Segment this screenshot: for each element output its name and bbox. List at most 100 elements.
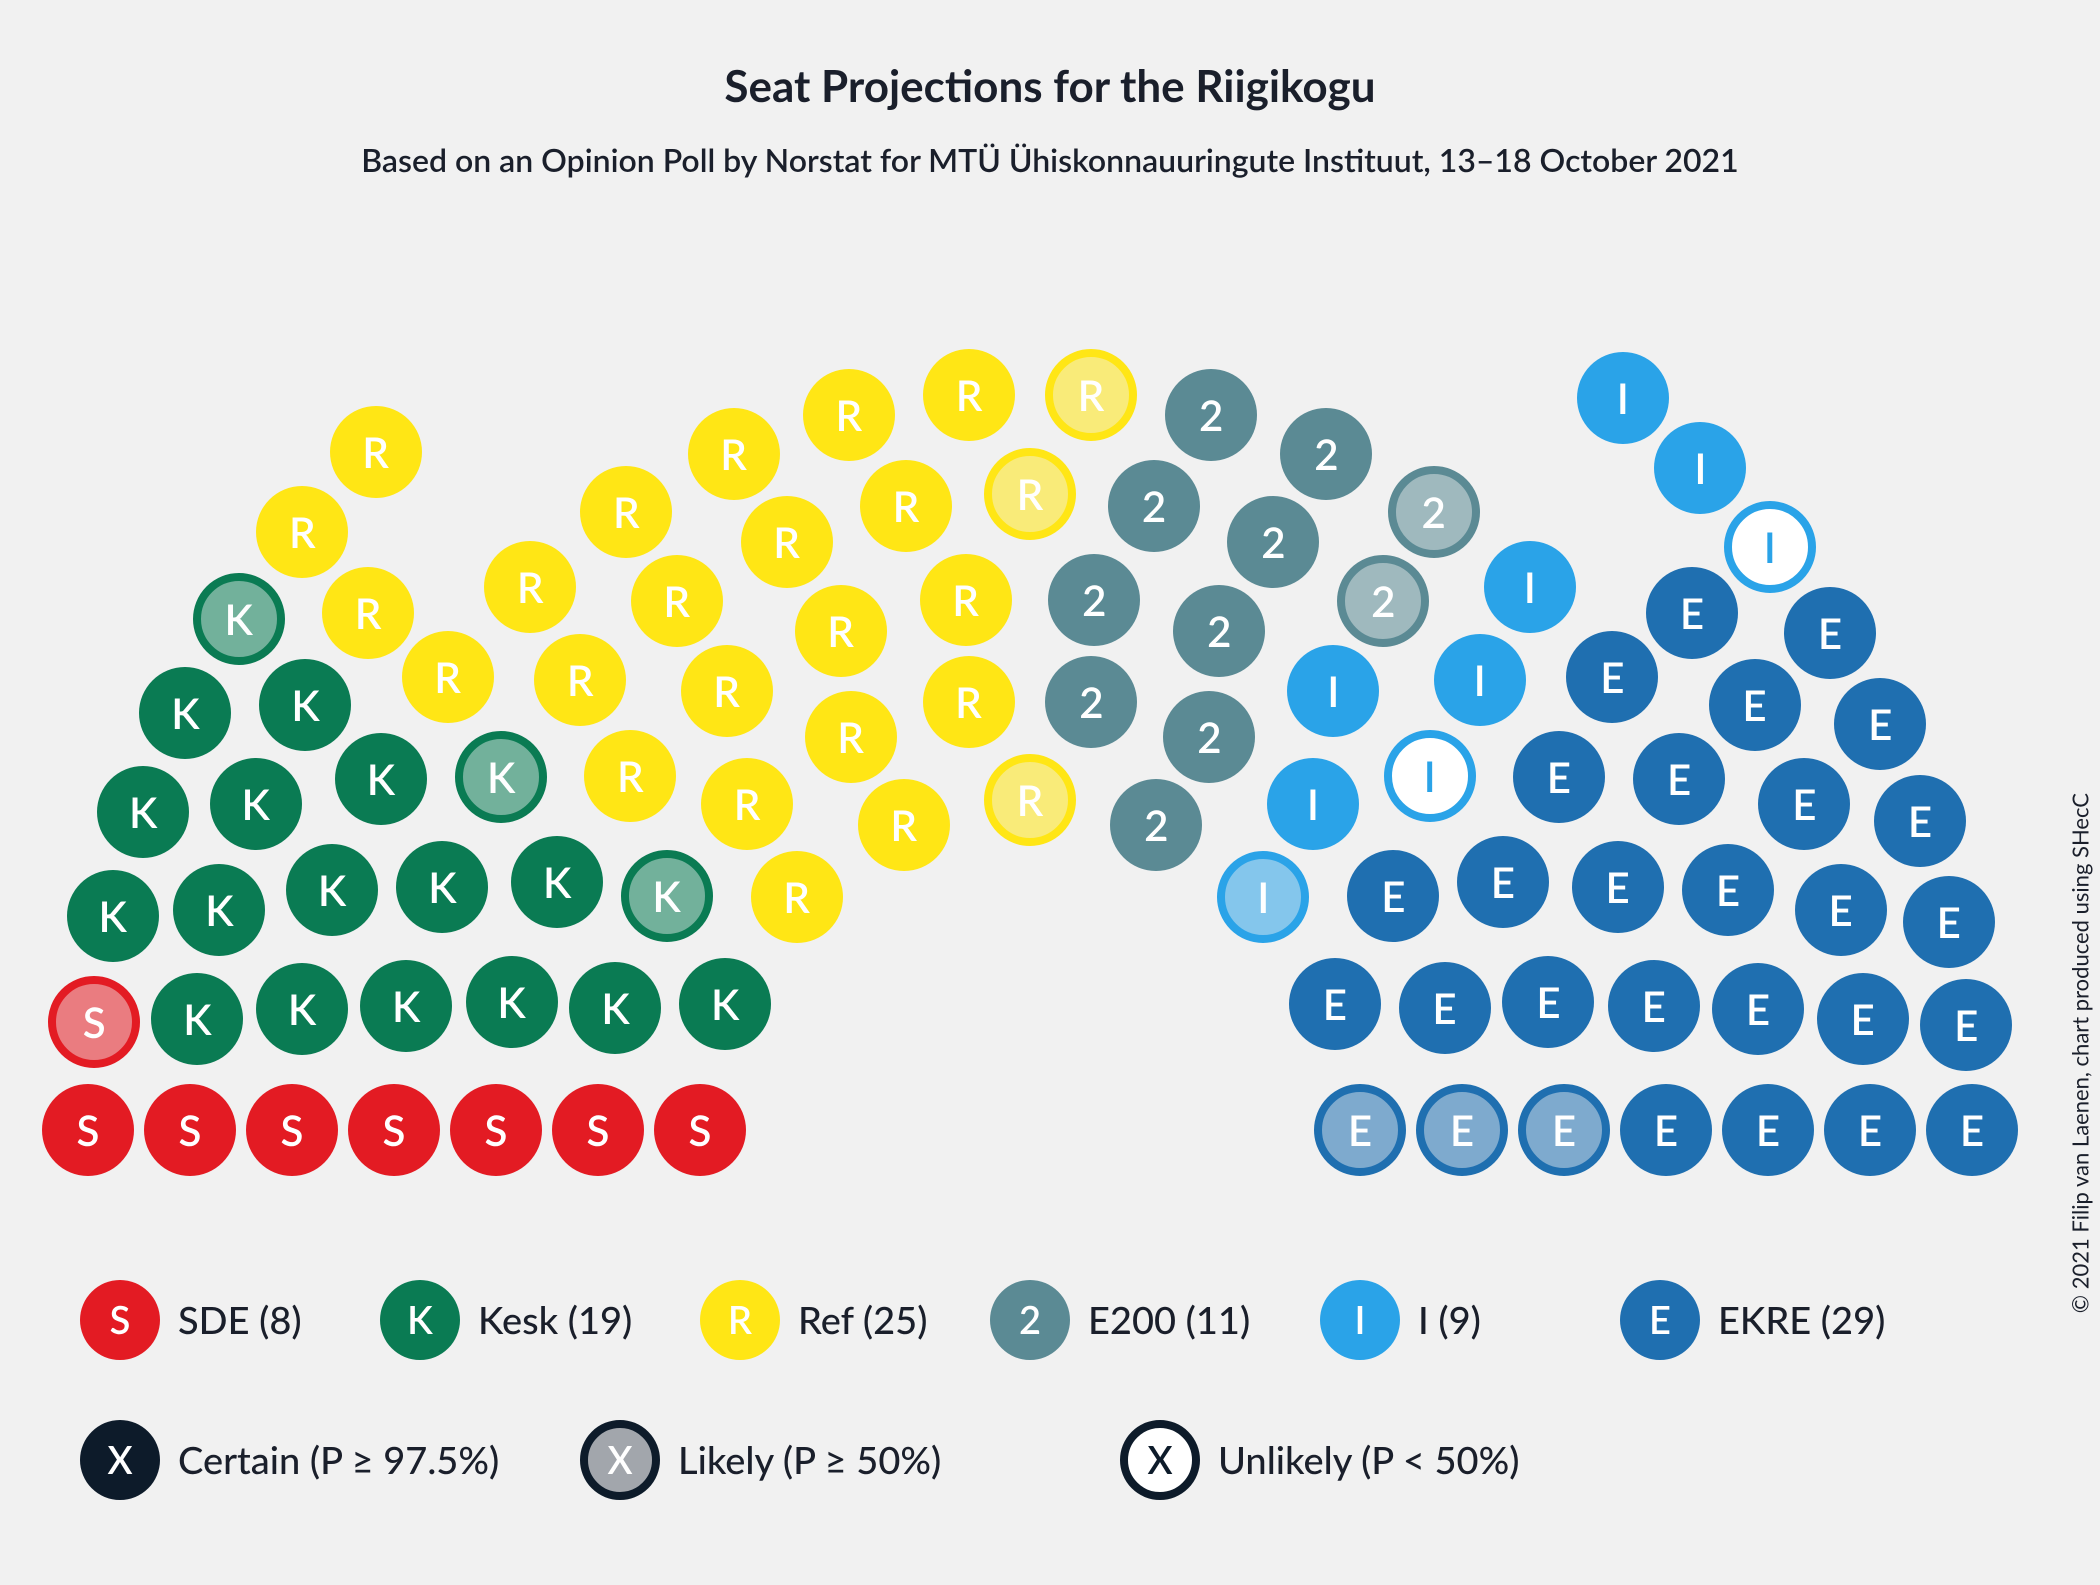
legend-prob: XCertain (P ≥ 97.5%) xyxy=(80,1420,499,1500)
seat: R xyxy=(923,349,1015,441)
seat: K xyxy=(621,850,713,942)
legend-prob-dot: X xyxy=(1120,1420,1200,1500)
seat: 2 xyxy=(1048,554,1140,646)
legend-prob-label: Unlikely (P < 50%) xyxy=(1218,1437,1519,1483)
seat: K xyxy=(679,958,771,1050)
seat: R xyxy=(858,779,950,871)
legend-label: Kesk (19) xyxy=(478,1297,632,1343)
seat: E xyxy=(1874,775,1966,867)
legend-dot: I xyxy=(1320,1280,1400,1360)
seat: R xyxy=(580,466,672,558)
seat: 2 xyxy=(1227,496,1319,588)
legend-party: RRef (25) xyxy=(700,1280,927,1360)
seat: E xyxy=(1824,1084,1916,1176)
seat: R xyxy=(923,656,1015,748)
seat: K xyxy=(151,973,243,1065)
seat: K xyxy=(67,870,159,962)
seat: E xyxy=(1289,958,1381,1050)
seat: R xyxy=(1045,349,1137,441)
legend-label: I (9) xyxy=(1418,1297,1481,1343)
seat: K xyxy=(173,864,265,956)
seat: E xyxy=(1722,1084,1814,1176)
seat: E xyxy=(1682,844,1774,936)
seat: R xyxy=(402,631,494,723)
seat: S xyxy=(144,1084,236,1176)
seat: I xyxy=(1384,730,1476,822)
legend-prob-label: Likely (P ≥ 50%) xyxy=(678,1437,941,1483)
seat: R xyxy=(534,634,626,726)
seat: E xyxy=(1709,659,1801,751)
seat: K xyxy=(97,766,189,858)
seat: R xyxy=(860,460,952,552)
seat: E xyxy=(1926,1084,2018,1176)
seat: E xyxy=(1817,973,1909,1065)
seat: K xyxy=(256,963,348,1055)
legend-label: E200 (11) xyxy=(1088,1297,1250,1343)
seat: S xyxy=(450,1084,542,1176)
seat: S xyxy=(246,1084,338,1176)
legend-dot: K xyxy=(380,1280,460,1360)
seat: S xyxy=(348,1084,440,1176)
seat: 2 xyxy=(1337,555,1429,647)
seat: E xyxy=(1834,678,1926,770)
seat: E xyxy=(1784,587,1876,679)
seat: K xyxy=(455,731,547,823)
seat: 2 xyxy=(1163,691,1255,783)
seat: R xyxy=(920,554,1012,646)
seat: K xyxy=(139,667,231,759)
seat: R xyxy=(741,496,833,588)
seat: K xyxy=(360,960,452,1052)
seat: I xyxy=(1267,758,1359,850)
legend-party: S SDE (8) xyxy=(80,1280,302,1360)
legend-prob: X Unlikely (P < 50%) xyxy=(1120,1420,1519,1500)
seat: S xyxy=(552,1084,644,1176)
seat: E xyxy=(1572,841,1664,933)
legend-party: K Kesk (19) xyxy=(380,1280,632,1360)
seat: K xyxy=(396,841,488,933)
seat: R xyxy=(584,730,676,822)
seat: K xyxy=(259,659,351,751)
seat: K xyxy=(193,573,285,665)
seat: K xyxy=(569,962,661,1054)
seat: 2 xyxy=(1165,369,1257,461)
seat: E xyxy=(1608,960,1700,1052)
seat: 2 xyxy=(1388,466,1480,558)
seat: E xyxy=(1903,876,1995,968)
seat: E xyxy=(1795,864,1887,956)
seat: 2 xyxy=(1110,779,1202,871)
seat: 2 xyxy=(1280,408,1372,500)
legend-label: SDE (8) xyxy=(178,1297,302,1343)
seat: E xyxy=(1566,631,1658,723)
seat: I xyxy=(1217,851,1309,943)
seat: E xyxy=(1416,1084,1508,1176)
legend-prob: X Likely (P ≥ 50%) xyxy=(580,1420,941,1500)
seat: E xyxy=(1314,1084,1406,1176)
seat: E xyxy=(1518,1084,1610,1176)
credit-text: © 2021 Filip van Laenen, chart produced … xyxy=(2067,793,2094,1313)
page-title: Seat Projections for the Riigikogu xyxy=(0,60,2100,112)
seat: E xyxy=(1633,733,1725,825)
seat: E xyxy=(1712,963,1804,1055)
legend-label: Ref (25) xyxy=(798,1297,927,1343)
seat: I xyxy=(1577,352,1669,444)
seat: I xyxy=(1434,634,1526,726)
seat: K xyxy=(286,844,378,936)
seat: I xyxy=(1287,645,1379,737)
seat: R xyxy=(803,369,895,461)
legend-prob-dot: X xyxy=(80,1420,160,1500)
legend-prob-dot: X xyxy=(580,1420,660,1500)
seat: R xyxy=(631,555,723,647)
seat: K xyxy=(466,956,558,1048)
seat: 2 xyxy=(1108,460,1200,552)
seat: S xyxy=(48,976,140,1068)
legend-dot: S xyxy=(80,1280,160,1360)
seat: E xyxy=(1758,758,1850,850)
seat: R xyxy=(688,408,780,500)
seat: I xyxy=(1654,422,1746,514)
seat: I xyxy=(1484,541,1576,633)
seat: E xyxy=(1502,956,1594,1048)
legend-label: EKRE (29) xyxy=(1718,1297,1885,1343)
legend-party: I I (9) xyxy=(1320,1280,1481,1360)
seat: E xyxy=(1620,1084,1712,1176)
seat: E xyxy=(1920,979,2012,1071)
